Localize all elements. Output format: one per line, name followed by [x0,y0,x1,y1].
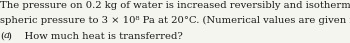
Text: (: ( [0,31,4,40]
Text: )    How much heat is transferred?: ) How much heat is transferred? [8,31,183,40]
Text: The pressure on 0.2 kg of water is increased reversibly and isothermally from at: The pressure on 0.2 kg of water is incre… [0,1,350,10]
Text: spheric pressure to 3 × 10⁸ Pa at 20°C. (Numerical values are given in Table 9.6: spheric pressure to 3 × 10⁸ Pa at 20°C. … [0,16,350,25]
Text: a: a [4,31,10,40]
